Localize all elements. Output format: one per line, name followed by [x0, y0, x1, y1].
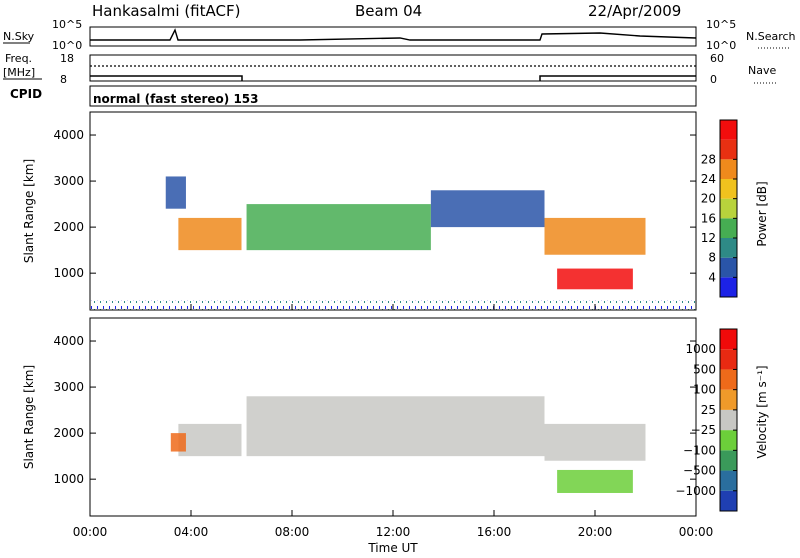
x-tick-label: 08:00	[275, 525, 310, 539]
nsky-exp-top: 10^5	[52, 18, 82, 31]
nsky-exp-bottom: 10^0	[52, 39, 82, 52]
colorbar-swatch	[720, 450, 737, 471]
heatmap-region	[544, 423, 646, 461]
nsearch-exp-top: 10^5	[706, 18, 736, 31]
colorbar-swatch	[720, 218, 737, 238]
colorbar-swatch	[720, 490, 737, 511]
cpid-label: CPID	[10, 87, 42, 101]
x-title: Time UT	[367, 541, 418, 554]
nsky-panel: N.Sky 10^5 10^0 10^5 10^0 N.Search	[3, 18, 796, 52]
heatmap-region	[170, 433, 186, 452]
colorbar-swatch	[720, 120, 737, 140]
colorbar-label: 28	[701, 152, 716, 166]
colorbar-label: 20	[701, 192, 716, 206]
colorbar-label: −500	[683, 464, 716, 478]
colorbar-label: 500	[693, 362, 716, 376]
colorbar-swatch	[720, 198, 737, 219]
heatmap-region	[544, 217, 646, 255]
y-tick-label: 3000	[53, 174, 84, 188]
y-tick-label: 2000	[53, 220, 84, 234]
power-colorbar: 4 8 12 16 20 24 28	[701, 119, 738, 298]
colorbar-label: 12	[701, 231, 716, 245]
y-tick-label: 4000	[53, 128, 84, 142]
velocity-panel: 1000 2000 3000 4000 Slant Range [km]	[22, 317, 697, 517]
heatmap-region	[430, 190, 545, 228]
colorbar-swatch	[720, 470, 737, 491]
nave-tick-bottom: 0	[710, 73, 717, 86]
heatmap-region	[178, 423, 242, 457]
colorbar-swatch	[720, 257, 737, 278]
y-tick-label: 2000	[53, 426, 84, 440]
colorbar-swatch	[720, 389, 737, 410]
colorbar-swatch	[720, 159, 737, 179]
nsky-label: N.Sky	[3, 30, 35, 43]
heatmap-region	[246, 204, 431, 251]
x-tick-label: 20:00	[578, 525, 613, 539]
colorbar-swatch	[720, 277, 737, 297]
colorbar-swatch	[720, 179, 737, 199]
colorbar-label: 4	[708, 270, 716, 284]
x-tick-label: 16:00	[477, 525, 512, 539]
colorbar-label: 1000	[685, 342, 716, 356]
velocity-y-title: Slant Range [km]	[22, 365, 36, 469]
date-title: 22/Apr/2009	[588, 2, 681, 20]
colorbar-swatch	[720, 430, 737, 451]
colorbar-label: 8	[708, 251, 716, 265]
freq-tick-bottom: 8	[60, 73, 67, 86]
nsky-trace	[90, 28, 697, 41]
heatmap-region	[178, 217, 242, 251]
colorbar-label: −1000	[675, 484, 716, 498]
freq-label-line2: [MHz]	[3, 66, 35, 79]
nsearch-label: N.Search	[746, 30, 796, 43]
colorbar-label: 25	[701, 403, 716, 417]
velocity-colorbar: 1000 500 100 25 −25 −100 −500 −1000	[675, 328, 738, 512]
nsearch-exp-bottom: 10^0	[706, 39, 736, 52]
beam-title: Beam 04	[355, 2, 422, 20]
nave-tick-top: 60	[710, 52, 724, 65]
power-panel: 1000 2000 3000 4000 Slant Range [km]	[22, 111, 697, 311]
colorbar-swatch	[720, 329, 737, 350]
heatmap-region	[557, 469, 633, 493]
heatmap-region	[557, 268, 633, 290]
nave-label: Nave	[748, 64, 776, 77]
cpid-panel: normal (fast stereo) 153 CPID	[10, 85, 697, 107]
y-tick-label: 4000	[53, 334, 84, 348]
colorbar-label: 16	[701, 211, 716, 225]
x-tick-label: 00:00	[679, 525, 714, 539]
colorbar-swatch	[720, 369, 737, 390]
freq-tick-top: 18	[60, 52, 74, 65]
colorbar-swatch	[720, 409, 737, 431]
freq-label-line1: Freq.	[5, 52, 32, 65]
y-tick-label: 1000	[53, 266, 84, 280]
y-tick-label: 1000	[53, 472, 84, 486]
power-cbar-title: Power [dB]	[755, 181, 769, 246]
station-title: Hankasalmi (fitACF)	[92, 2, 240, 20]
y-tick-label: 3000	[53, 380, 84, 394]
x-axis: 00:00 04:00 08:00 12:00 16:00 20:00 00:00	[73, 304, 714, 539]
colorbar-label: 100	[693, 383, 716, 397]
heatmap-region	[246, 396, 545, 457]
colorbar-swatch	[720, 349, 737, 370]
freq-trace	[90, 75, 696, 81]
power-y-title: Slant Range [km]	[22, 159, 36, 263]
heatmap-region	[165, 176, 186, 209]
x-tick-label: 00:00	[73, 525, 108, 539]
cpid-text: normal (fast stereo) 153	[93, 92, 259, 106]
colorbar-swatch	[720, 139, 737, 160]
freq-panel: Freq. [MHz] 18 8 60 0 Nave	[3, 52, 776, 86]
x-tick-label: 12:00	[376, 525, 411, 539]
velocity-cbar-title: Velocity [m s⁻¹]	[755, 365, 769, 458]
colorbar-swatch	[720, 238, 737, 258]
colorbar-label: 24	[701, 172, 716, 186]
x-tick-label: 04:00	[174, 525, 209, 539]
colorbar-label: −25	[691, 423, 716, 437]
colorbar-label: −100	[683, 443, 716, 457]
